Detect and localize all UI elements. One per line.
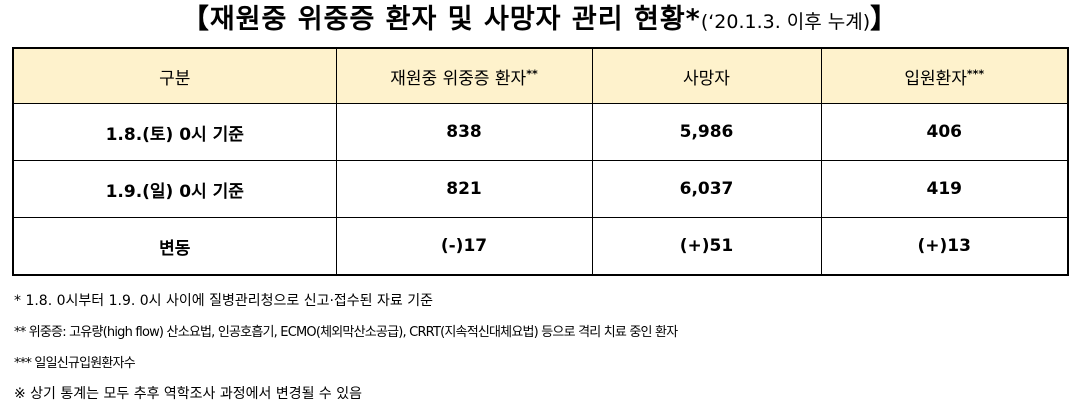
footnote: * 1.8. 0시부터 1.9. 0시 사이에 질병관리청으로 신고·접수된 자…	[14, 293, 433, 309]
footnote: ** 위중증: 고유량(high flow) 산소요법, 인공호흡기, ECMO…	[14, 325, 678, 340]
table-cell: 변동	[12, 217, 337, 276]
column-header: 입원환자***	[820, 47, 1069, 104]
table-cell: 5,986	[591, 103, 822, 161]
status-table: 구분 재원중 위중증 환자** 사망자 입원환자*** 1.8.(토) 0시 기준 83…	[12, 47, 1069, 276]
column-label: 구분	[159, 68, 191, 89]
column-header: 사망자	[591, 47, 822, 104]
table-cell: (+)13	[820, 217, 1069, 276]
column-label: 입원환자	[904, 68, 967, 89]
table-cell: 6,037	[591, 160, 822, 218]
table-cell: 1.8.(토) 0시 기준	[12, 103, 337, 161]
table-cell: 419	[820, 160, 1069, 218]
column-mark: ***	[966, 66, 985, 80]
table-cell: 821	[335, 160, 593, 218]
table-row: 1.8.(토) 0시 기준 838 5,986 406	[12, 103, 1069, 161]
table-body: 1.8.(토) 0시 기준 838 5,986 406 1.9.(일) 0시 기준 821…	[12, 103, 1069, 276]
column-mark: **	[526, 66, 538, 80]
column-header: 구분	[12, 47, 337, 104]
column-label: 사망자	[683, 68, 730, 89]
footnote: *** 일일신규입원환자수	[14, 356, 136, 371]
title-close: 】	[870, 4, 899, 35]
table-row: 변동 (-)17 (+)51 (+)13	[12, 217, 1069, 276]
table-cell: 406	[820, 103, 1069, 161]
column-header: 재원중 위중증 환자**	[335, 47, 593, 104]
title: 【재원중 위중증 환자 및 사망자 관리 현황*(‘20.1.3. 이후 누계)…	[0, 0, 1080, 42]
table-row: 1.9.(일) 0시 기준 821 6,037 419	[12, 160, 1069, 218]
title-open: 【	[181, 4, 210, 35]
table-cell: (-)17	[335, 217, 593, 276]
table-cell: 838	[335, 103, 593, 161]
footnote: ※ 상기 통계는 모두 추후 역학조사 과정에서 변경될 수 있음	[14, 386, 363, 402]
title-main: 재원중 위중증 환자 및 사망자 관리 현황*	[209, 4, 701, 35]
table-cell: 1.9.(일) 0시 기준	[12, 160, 337, 218]
title-note: (‘20.1.3. 이후 누계)	[700, 11, 871, 33]
header-row: 구분 재원중 위중증 환자** 사망자 입원환자***	[12, 47, 1069, 104]
table-cell: (+)51	[591, 217, 822, 276]
column-label: 재원중 위중증 환자	[390, 68, 527, 89]
footnotes: * 1.8. 0시부터 1.9. 0시 사이에 질병관리청으로 신고·접수된 자…	[14, 286, 678, 410]
